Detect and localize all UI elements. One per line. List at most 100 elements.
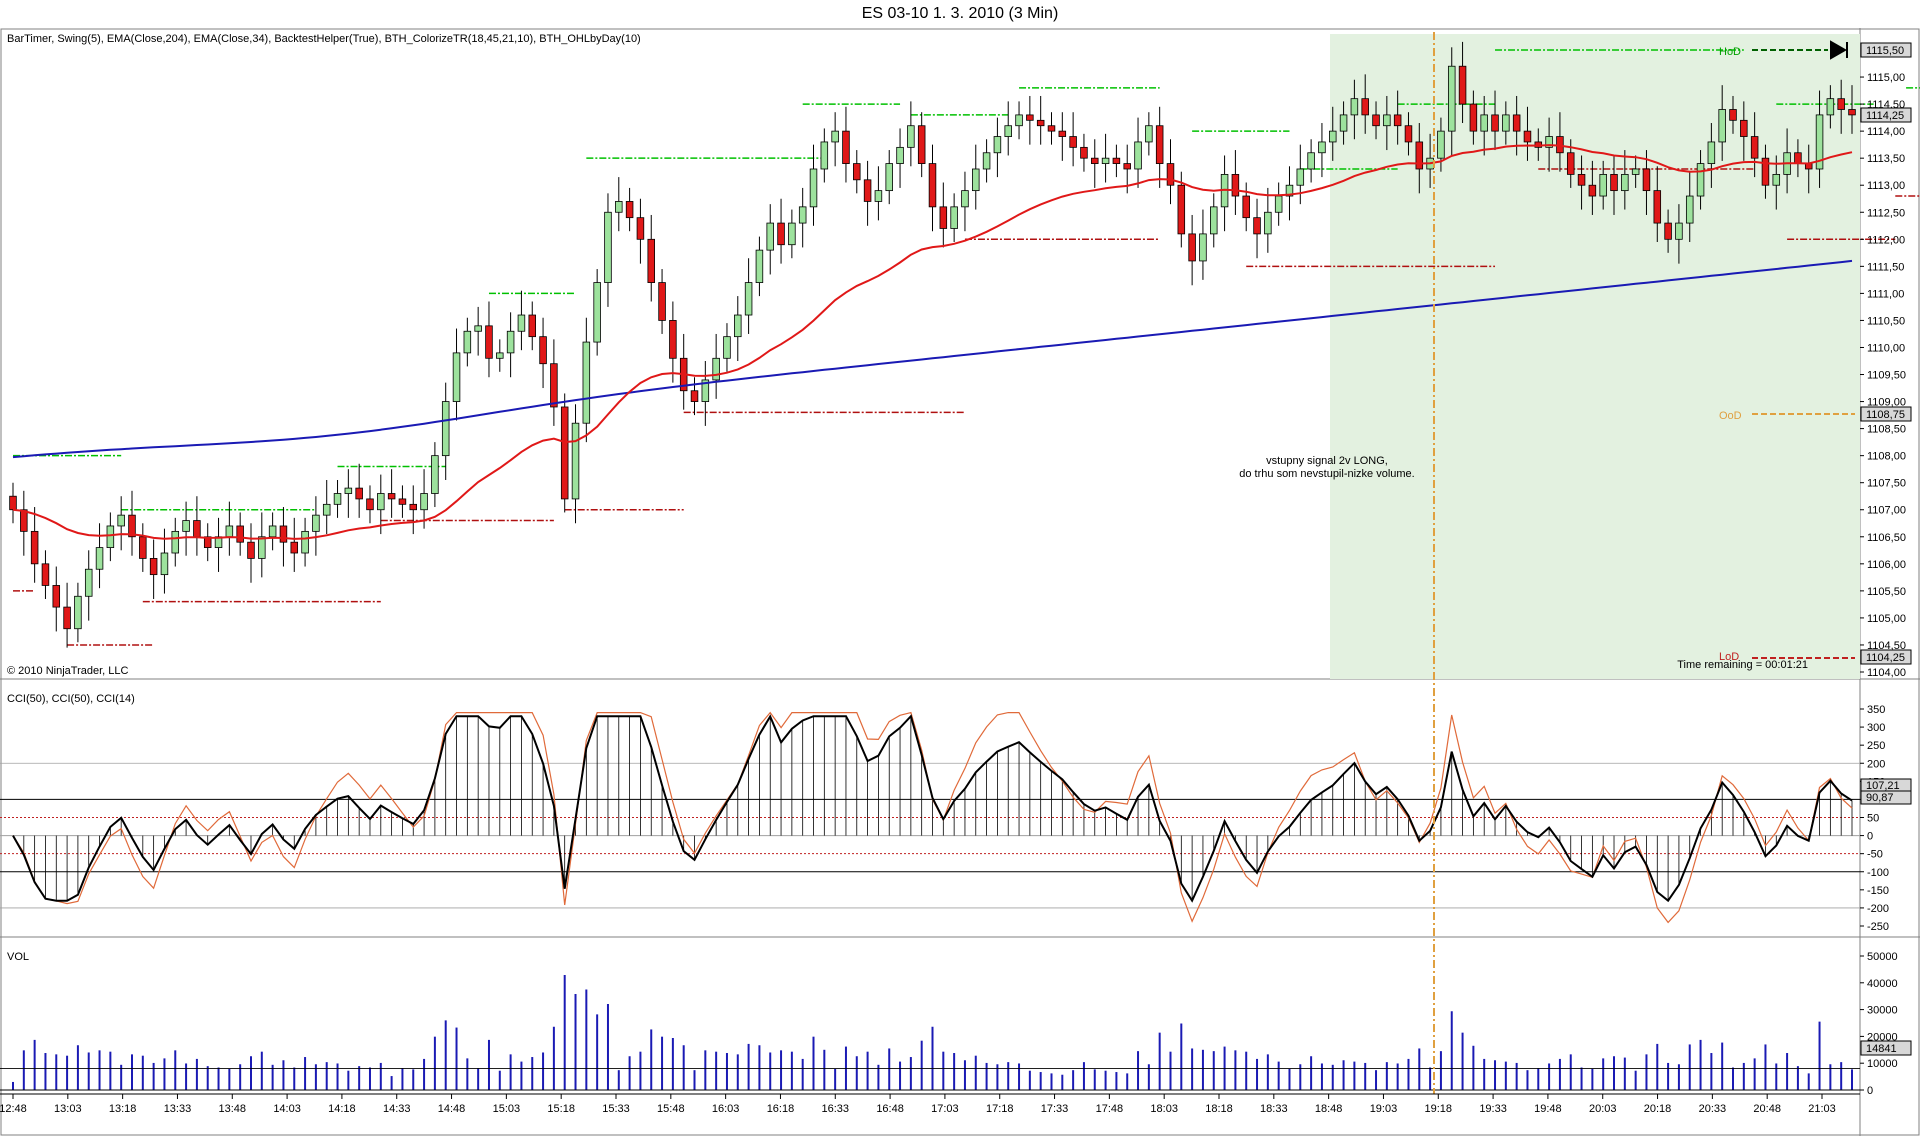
chart-area[interactable]: BarTimer, Swing(5), EMA(Close,204), EMA(…	[0, 28, 1920, 1136]
last-price-box-text: 1114,25	[1866, 110, 1904, 122]
candle-body	[571, 422, 580, 500]
candle-body	[874, 190, 883, 202]
price-tick-label: 1111,50	[1867, 261, 1904, 273]
candle-body	[928, 163, 937, 208]
price-tick-label: 1113,00	[1867, 180, 1905, 192]
candle-body	[1621, 173, 1629, 192]
candle-body	[149, 558, 158, 576]
candle-body	[1750, 136, 1759, 159]
cci-tick-label: 250	[1867, 740, 1885, 752]
candle-body	[1383, 114, 1391, 127]
cci-tick-label: -250	[1867, 921, 1889, 933]
copyright: © 2010 NinjaTrader, LLC	[7, 665, 128, 677]
vol-tick-label: 0	[1867, 1085, 1873, 1097]
candle-body	[517, 314, 526, 332]
candle-body	[842, 130, 850, 164]
candle-body	[63, 606, 71, 630]
candle-body	[961, 190, 969, 208]
candle-body	[1588, 184, 1597, 197]
candle-body	[723, 336, 731, 359]
vol-tick-label: 10000	[1867, 1058, 1898, 1070]
candle-body	[1696, 163, 1705, 197]
candle-body	[247, 541, 255, 559]
candle-body	[431, 455, 439, 494]
time-tick-label: 12:48	[0, 1103, 27, 1115]
cci-axis: 350300250200150100500-50-100-150-200-250	[1860, 704, 1889, 933]
candle-body	[690, 390, 699, 402]
candle-body	[1058, 130, 1067, 137]
lod-label: LoD	[1719, 651, 1739, 663]
candle-body	[41, 563, 50, 586]
candle-body	[1837, 98, 1845, 110]
candle-body	[139, 536, 147, 559]
candle-body	[1231, 173, 1240, 197]
candle-body	[809, 168, 818, 208]
candle-body	[214, 536, 223, 549]
time-tick-label: 15:18	[547, 1103, 575, 1115]
candle-body	[550, 363, 558, 408]
candle-body	[20, 509, 28, 532]
time-tick-label: 21:03	[1808, 1103, 1836, 1115]
candle-body	[1491, 114, 1499, 132]
candle-body	[160, 552, 169, 576]
candle-body	[1502, 114, 1510, 132]
candle-body	[258, 536, 266, 559]
cci-tick-label: 350	[1867, 704, 1885, 716]
candle-body	[863, 179, 872, 202]
time-tick-label: 13:03	[54, 1103, 82, 1115]
price-tick-label: 1107,50	[1867, 478, 1906, 490]
candle-body	[734, 314, 742, 338]
time-tick-label: 17:03	[931, 1103, 959, 1115]
price-indicators-label: BarTimer, Swing(5), EMA(Close,204), EMA(…	[7, 33, 641, 45]
candle-body	[1296, 168, 1305, 186]
candle-body	[74, 595, 82, 630]
candle-body	[387, 493, 396, 500]
candle-body	[798, 206, 807, 224]
candle-body	[225, 525, 234, 538]
candle-body	[409, 503, 418, 511]
candle-body	[290, 541, 299, 554]
candle-body	[1664, 222, 1672, 240]
time-tick-label: 14:18	[328, 1103, 356, 1115]
candle-body	[1740, 119, 1748, 137]
hod-price-box	[1860, 42, 1912, 58]
time-tick-label: 19:18	[1425, 1103, 1453, 1115]
price-tick-label: 1110,00	[1867, 342, 1905, 354]
candle-body	[636, 217, 645, 240]
cci-tick-label: 50	[1867, 813, 1879, 825]
vol-tick-label: 30000	[1867, 1005, 1898, 1017]
session-shade	[1330, 34, 1860, 679]
lod-price-box-text: 1104,25	[1866, 652, 1905, 664]
cci-tick-label: -100	[1867, 867, 1889, 879]
time-tick-label: 18:18	[1205, 1103, 1233, 1115]
candle-body	[1523, 130, 1532, 143]
ema-34-line	[12, 144, 1853, 540]
price-tick-label: 1106,50	[1867, 532, 1906, 544]
price-tick-label: 1112,50	[1867, 207, 1905, 219]
candle-body	[1069, 136, 1077, 148]
candle-body	[452, 352, 461, 402]
candle-body	[1458, 65, 1467, 105]
cci-tick-label: -200	[1867, 903, 1889, 915]
price-tick-label: 1114,00	[1867, 126, 1905, 138]
candle-body	[788, 222, 796, 246]
price-tick-label: 1112,00	[1867, 234, 1905, 246]
candle-body	[1188, 233, 1196, 262]
time-tick-label: 15:03	[493, 1103, 521, 1115]
candle-body	[701, 379, 710, 402]
candle-body	[1480, 114, 1488, 132]
ema-204-line	[12, 259, 1853, 459]
time-tick-label: 16:18	[767, 1103, 795, 1115]
candle-body	[485, 325, 493, 359]
candle-body	[658, 282, 666, 321]
candle-body	[1437, 130, 1445, 159]
candle-body	[1512, 114, 1521, 132]
candle-body	[1242, 195, 1250, 219]
cci-grid	[0, 762, 1860, 909]
time-tick-label: 13:33	[164, 1103, 192, 1115]
candle-body	[896, 146, 904, 164]
candle-body	[1166, 163, 1175, 186]
candle-body	[1815, 114, 1824, 170]
time-tick-label: 19:48	[1534, 1103, 1562, 1115]
candle-body	[333, 493, 342, 505]
